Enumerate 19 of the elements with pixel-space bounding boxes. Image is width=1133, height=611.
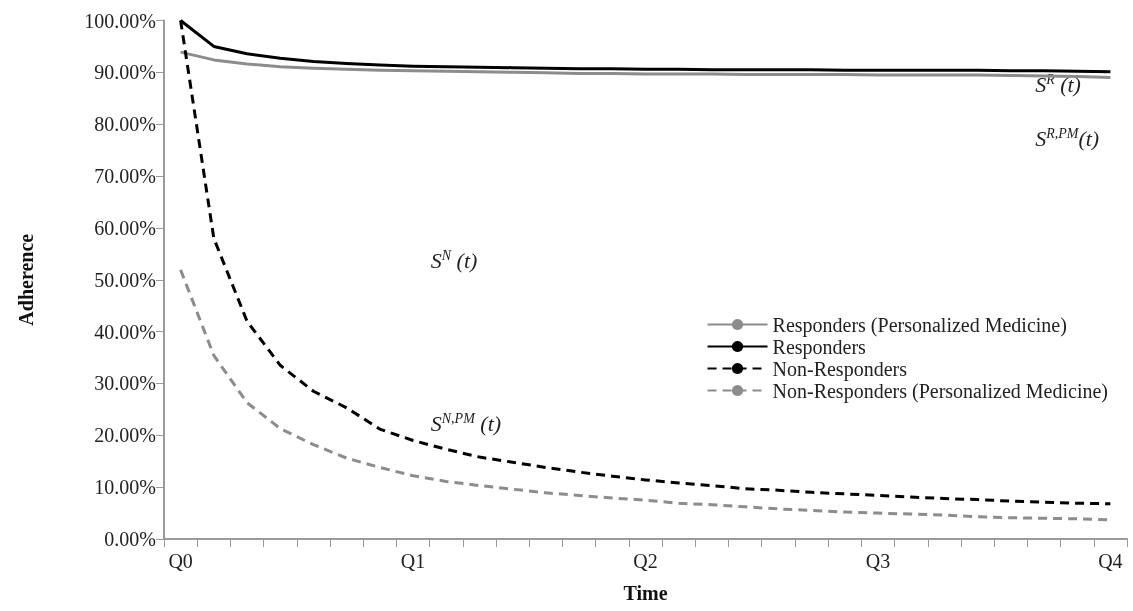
x-tick-label: Q2 [633,550,658,572]
y-tick-label: 10.00% [94,476,156,499]
y-tick-label: 30.00% [94,372,156,395]
y-tick-label: 0.00% [104,528,156,550]
y-tick-label: 70.00% [94,165,156,188]
y-tick-label: 60.00% [94,216,156,239]
y-tick-label: 40.00% [94,320,156,343]
y-tick-label: 90.00% [94,61,156,84]
y-tick-label: 100.00% [84,9,156,32]
x-tick-label: Q3 [865,550,891,572]
legend-label: Responders (Personalized Medicine) [772,313,1067,337]
x-tick-label: Q4 [1098,550,1123,572]
y-tick-label: 50.00% [94,268,156,291]
y-tick-label: 20.00% [94,424,156,447]
x-axis-title: Time [623,582,668,604]
y-tick-label: 80.00% [94,113,156,136]
x-tick-label: Q0 [168,550,193,572]
y-axis-title: Adherence [15,233,37,326]
x-tick-label: Q1 [400,550,426,572]
